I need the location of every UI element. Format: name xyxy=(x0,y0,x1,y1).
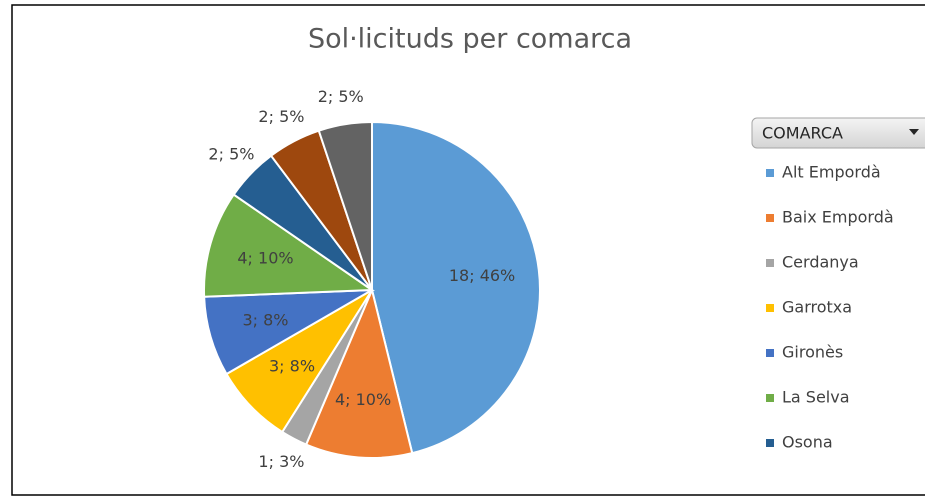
legend-marker xyxy=(766,439,774,447)
legend-field-button[interactable] xyxy=(751,117,925,149)
data-label: 18; 46% xyxy=(449,266,515,285)
data-label: 2; 5% xyxy=(258,107,304,126)
chart-title: Sol·licituds per comarca xyxy=(308,24,632,55)
pie-slice xyxy=(304,286,414,459)
legend-header[interactable]: COMARCA xyxy=(751,117,925,149)
legend-marker xyxy=(766,304,774,312)
legend-marker xyxy=(766,214,774,222)
chart-frame xyxy=(11,4,925,496)
data-label: 3; 8% xyxy=(269,356,315,375)
data-label: 1; 3% xyxy=(258,452,304,471)
dropdown-arrow[interactable] xyxy=(909,129,919,135)
legend-label: La Selva xyxy=(782,388,850,407)
legend-marker xyxy=(766,349,774,357)
data-label: 3; 8% xyxy=(242,310,288,329)
legend-title: COMARCA xyxy=(762,124,843,143)
legend-label: Cerdanya xyxy=(782,253,859,272)
pie-slice xyxy=(203,193,376,298)
legend-marker xyxy=(766,394,774,402)
legend-marker xyxy=(766,169,774,177)
legend-label: Osona xyxy=(782,433,833,452)
legend-label: Alt Empordà xyxy=(782,163,881,182)
data-label: 2; 5% xyxy=(208,145,254,164)
legend-marker xyxy=(766,259,774,267)
data-label: 2; 5% xyxy=(318,87,364,106)
data-label: 4; 10% xyxy=(335,390,391,409)
legend-label: Garrotxa xyxy=(782,298,852,317)
pie-slice xyxy=(317,120,373,291)
pie-slice xyxy=(371,120,541,455)
legend-label: Baix Empordà xyxy=(782,208,894,227)
legend-label: Gironès xyxy=(782,343,843,362)
data-label: 4; 10% xyxy=(237,249,293,268)
